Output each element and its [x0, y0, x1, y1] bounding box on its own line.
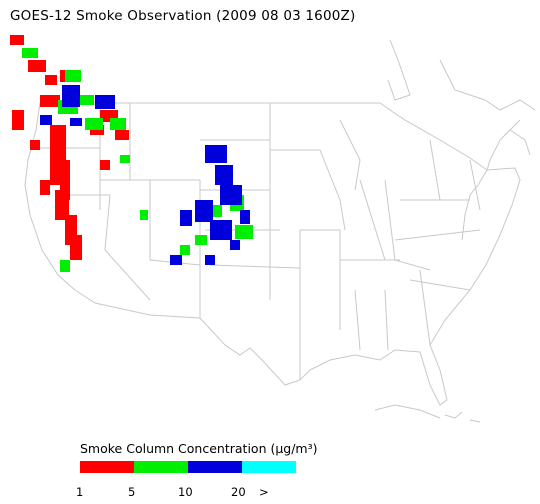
- legend-title: Smoke Column Concentration (µg/m³): [80, 441, 318, 456]
- legend-tick: >: [259, 485, 269, 499]
- map-title: GOES-12 Smoke Observation (2009 08 03 16…: [10, 8, 356, 24]
- legend-swatch: [80, 461, 134, 473]
- legend-swatch: [134, 461, 188, 473]
- legend-tick: 5: [128, 485, 136, 499]
- legend-colorbar: [80, 461, 296, 473]
- legend-swatch: [188, 461, 242, 473]
- legend-swatch: [242, 461, 296, 473]
- smoke-blue: [40, 85, 250, 265]
- legend-tick: 1: [76, 485, 84, 499]
- canada-coast: [387, 39, 536, 156]
- legend-tick: 20: [231, 485, 246, 499]
- legend-tick: 10: [178, 485, 193, 499]
- caribbean-islands: [374, 404, 481, 423]
- us-smoke-map: [10, 35, 536, 423]
- state-boundaries: [24, 102, 521, 406]
